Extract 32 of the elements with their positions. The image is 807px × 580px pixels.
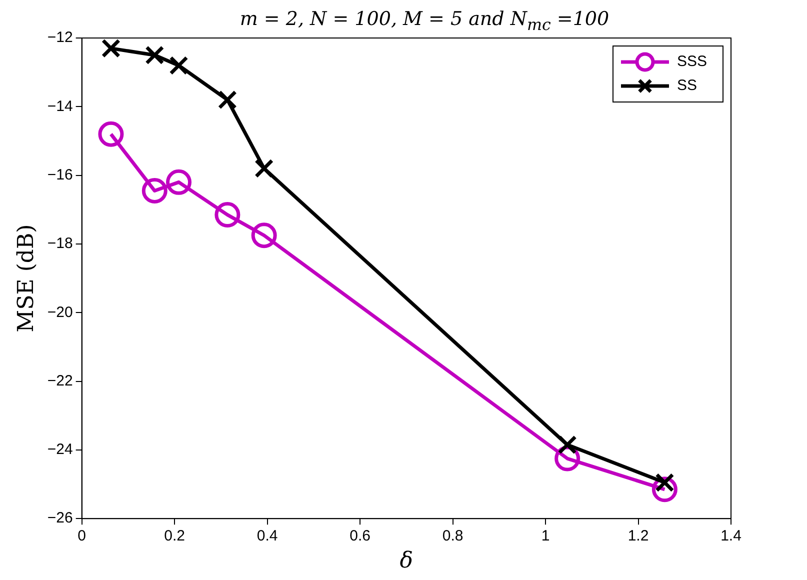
- x-axis-title: δ: [400, 548, 414, 574]
- point: [98, 121, 124, 147]
- point: [558, 435, 577, 454]
- x-tick-label: 0.8: [442, 528, 464, 545]
- point: [145, 46, 164, 65]
- point: [169, 56, 188, 75]
- point: [218, 90, 237, 110]
- y-tick-label: −14: [47, 98, 73, 115]
- y-tick-label: −24: [47, 441, 73, 458]
- point: [101, 38, 120, 58]
- x-tick-label: 1: [541, 528, 550, 545]
- y-tick-label: −18: [47, 235, 73, 252]
- x-tick-label: 0.6: [350, 528, 370, 545]
- y-tick-label: −20: [47, 304, 73, 321]
- legend-label: SSS: [676, 53, 707, 70]
- x-tick-label: 1.4: [720, 528, 742, 545]
- x-tick-label: 0: [78, 528, 86, 545]
- point: [142, 178, 168, 204]
- x-tick-label: 0.4: [256, 528, 278, 545]
- y-tick-label: −22: [47, 372, 73, 390]
- legend-label: SS: [676, 77, 697, 94]
- y-tick-label: −12: [47, 29, 73, 46]
- point: [254, 158, 274, 178]
- point: [214, 202, 240, 228]
- y-tick-label: −16: [47, 166, 73, 184]
- point: [251, 222, 277, 248]
- y-axis-title: MSE (dB): [14, 224, 39, 332]
- y-tick-label: −26: [47, 510, 73, 527]
- x-tick-label: 1.2: [628, 528, 649, 545]
- x-tick-label: 0.2: [164, 528, 186, 545]
- chart-title: m = 2, N = 100, M = 5 and N$_{mc}$ =100: [238, 8, 610, 34]
- point: [166, 169, 192, 195]
